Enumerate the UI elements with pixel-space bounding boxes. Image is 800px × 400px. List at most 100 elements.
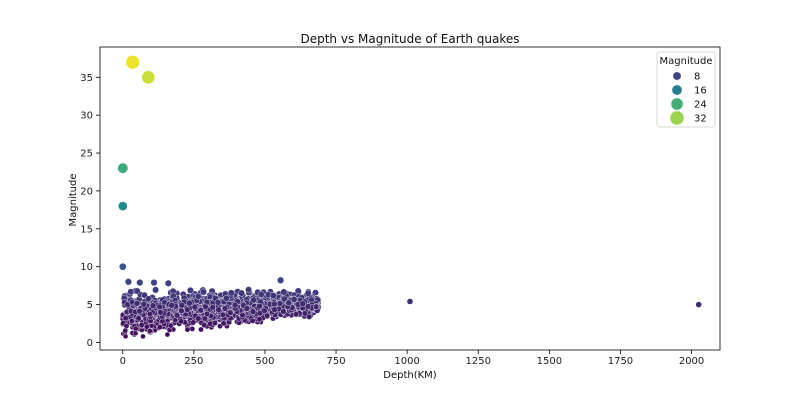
chart-title: Depth vs Magnitude of Earth quakes: [300, 32, 519, 46]
cloud-point: [135, 315, 142, 322]
cloud-point: [127, 288, 135, 296]
data-point: [164, 279, 172, 287]
data-points: [117, 55, 702, 340]
y-axis-ticks: 0 5 10 15 20 25 30 35: [80, 73, 100, 349]
cloud-point: [128, 318, 135, 324]
legend-label: 32: [694, 114, 707, 125]
cloud-point: [271, 306, 278, 313]
cloud-point: [122, 327, 128, 334]
cloud-point: [231, 301, 239, 309]
cloud-point: [306, 313, 313, 320]
cloud-point: [164, 331, 171, 338]
cloud-point: [256, 302, 263, 310]
y-tick-label: 20: [80, 186, 93, 197]
cloud-point: [280, 288, 288, 296]
cloud-point: [215, 306, 222, 313]
cloud-point: [195, 315, 202, 322]
cloud-point: [292, 311, 300, 318]
legend-label: 24: [694, 100, 707, 111]
cloud-point: [243, 305, 251, 312]
cloud-point: [201, 322, 207, 328]
legend: Magnitude 8 16 24 32: [656, 51, 716, 128]
plot-frame: [99, 46, 721, 351]
cloud-point: [304, 303, 312, 310]
cloud-point: [212, 320, 218, 326]
cloud-point: [143, 323, 150, 330]
cloud-point: [156, 303, 163, 311]
cloud-point: [189, 326, 196, 332]
x-tick-label: 500: [255, 356, 274, 367]
cloud-point: [227, 289, 235, 297]
y-tick-label: 35: [80, 73, 93, 84]
cloud-point: [269, 292, 277, 299]
x-tick-label: 0: [120, 356, 126, 367]
cloud-point: [207, 320, 214, 327]
legend-box: [656, 51, 716, 128]
cloud-point: [138, 322, 145, 328]
data-point: [117, 162, 129, 174]
cloud-point: [285, 299, 292, 307]
cloud-point: [167, 322, 174, 329]
cloud-point: [140, 301, 148, 308]
legend-marker: [671, 84, 683, 96]
x-tick-label: 1250: [466, 356, 491, 367]
legend-label: 16: [694, 86, 707, 97]
cloud-point: [245, 286, 253, 294]
cloud-point: [184, 326, 191, 333]
data-point: [406, 298, 414, 305]
y-tick-label: 5: [87, 300, 93, 311]
cloud-point: [198, 326, 204, 333]
cloud-point: [178, 307, 185, 314]
cloud-point: [214, 299, 222, 306]
dense-point-cloud: [119, 286, 322, 340]
cloud-point: [250, 296, 257, 304]
cloud-point: [191, 303, 198, 311]
cloud-point: [178, 318, 185, 325]
cloud-point: [239, 312, 246, 319]
cloud-point: [140, 333, 146, 340]
cloud-point: [146, 311, 153, 318]
cloud-point: [304, 289, 312, 297]
cloud-point: [249, 308, 257, 315]
legend-marker: [669, 110, 685, 126]
cloud-point: [122, 315, 129, 322]
cloud-point: [227, 309, 234, 316]
cloud-point: [256, 310, 263, 317]
cloud-point: [219, 311, 227, 318]
x-tick-label: 1500: [537, 356, 562, 367]
cloud-point: [280, 308, 287, 315]
y-tick-label: 10: [80, 262, 93, 273]
legend-title: Magnitude: [660, 56, 713, 67]
x-tick-label: 1000: [394, 356, 419, 367]
legend-marker: [670, 97, 684, 111]
y-tick-label: 30: [80, 111, 93, 122]
cloud-point: [194, 292, 202, 300]
x-axis-ticks: 0 250 500 750 1000 1250 1500 1750 2000: [120, 350, 704, 367]
legend-marker: [672, 71, 682, 81]
cloud-point: [249, 317, 256, 324]
cloud-point: [149, 302, 157, 309]
cloud-point: [147, 328, 153, 334]
data-point: [117, 201, 128, 211]
y-tick-label: 15: [80, 224, 93, 235]
cloud-point: [174, 312, 181, 319]
cloud-point: [186, 299, 193, 307]
data-point: [122, 333, 129, 340]
cloud-point: [203, 310, 211, 318]
y-tick-label: 25: [80, 149, 93, 160]
x-tick-label: 250: [184, 356, 203, 367]
y-axis-label: Magnitude: [68, 174, 79, 227]
cloud-point: [133, 300, 141, 307]
data-point: [136, 278, 144, 287]
data-point: [695, 301, 702, 308]
data-point: [312, 303, 320, 311]
cloud-point: [157, 309, 164, 316]
cloud-point: [220, 320, 227, 327]
cloud-point: [168, 302, 175, 309]
cloud-point: [136, 308, 143, 315]
data-point: [141, 70, 156, 85]
cloud-point: [190, 319, 197, 326]
x-tick-label: 1750: [608, 356, 633, 367]
data-point: [125, 55, 140, 70]
